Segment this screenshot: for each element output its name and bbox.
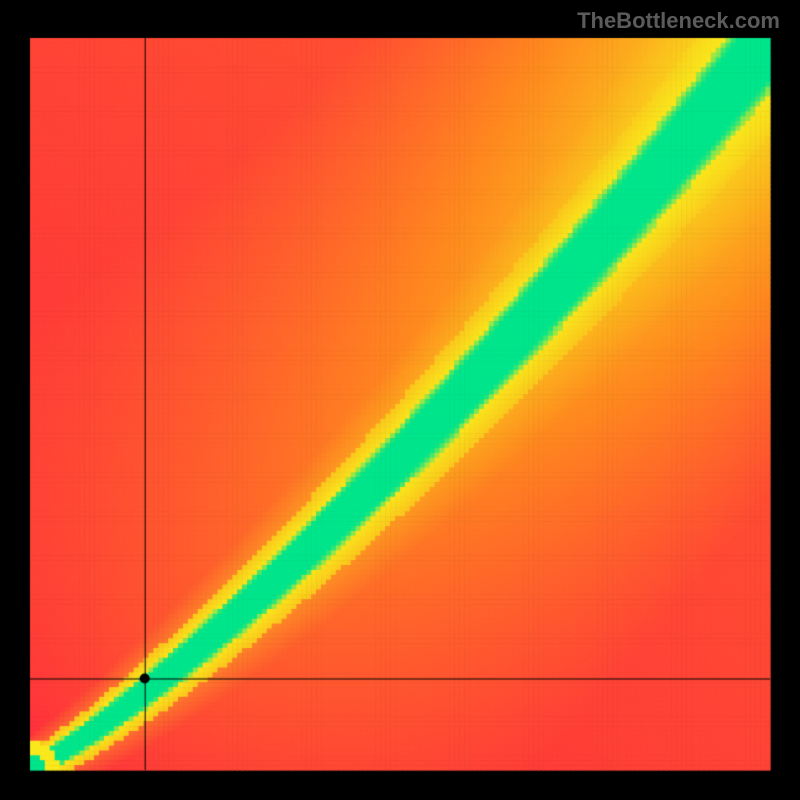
bottleneck-heatmap (0, 0, 800, 800)
watermark-text: TheBottleneck.com (577, 8, 780, 34)
chart-container: TheBottleneck.com (0, 0, 800, 800)
